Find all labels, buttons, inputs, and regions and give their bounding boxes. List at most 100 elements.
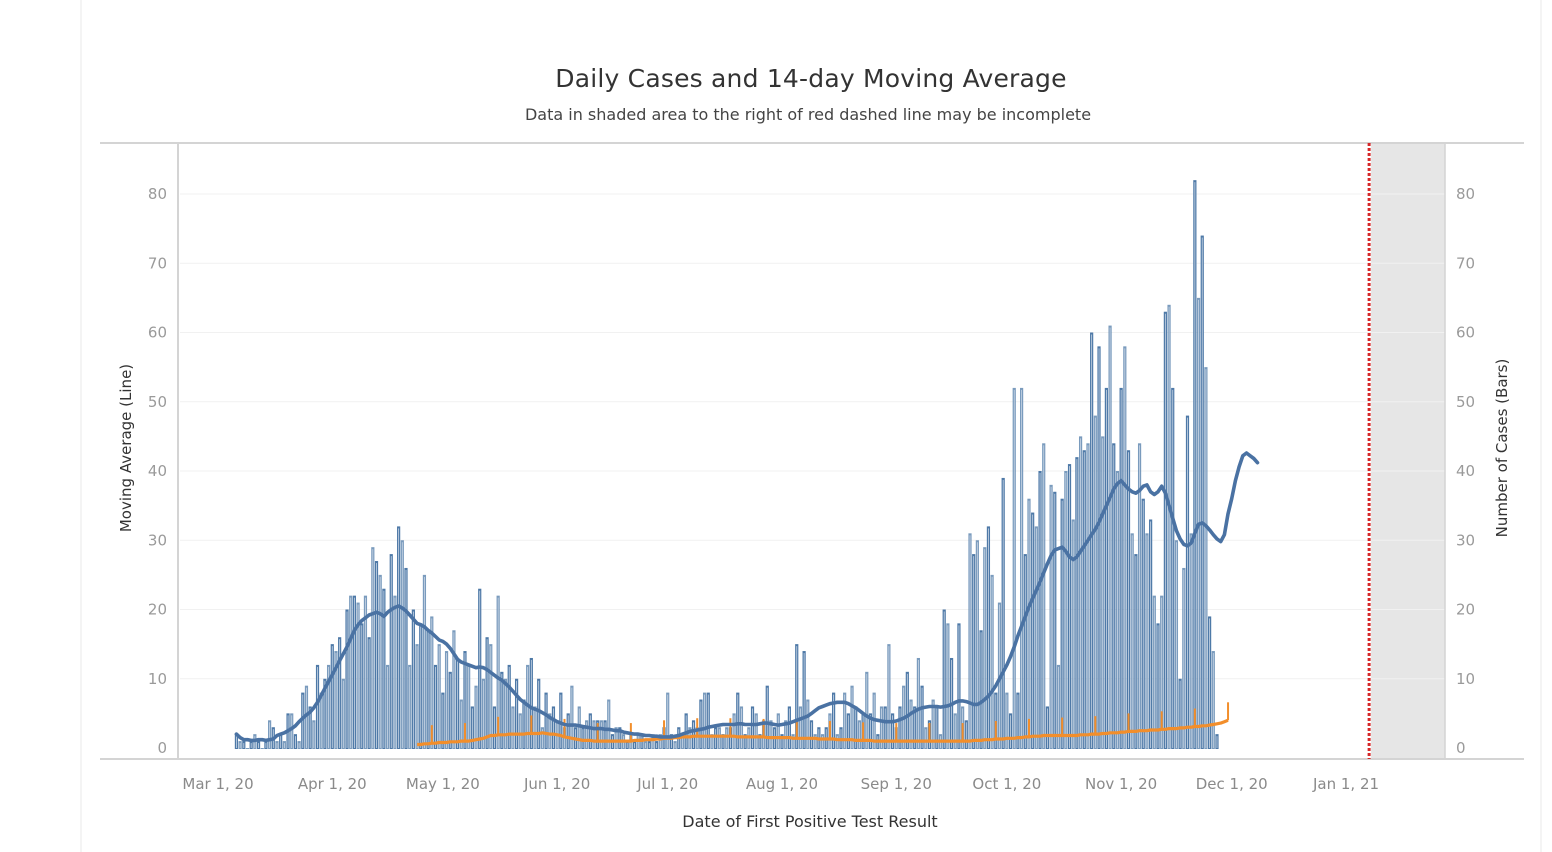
case-bar-highlight: [671, 736, 672, 748]
case-bar-highlight: [331, 646, 333, 748]
case-bar-highlight: [759, 736, 761, 748]
case-bar-highlight: [549, 715, 551, 748]
case-bar-highlight: [538, 680, 540, 748]
case-bar-highlight: [427, 632, 429, 748]
case-bar-highlight: [505, 680, 506, 748]
case-bar-highlight: [980, 632, 982, 748]
case-bar-highlight: [379, 576, 381, 748]
case-bar-highlight: [744, 736, 746, 748]
y-right-tick-label: 10: [1456, 670, 1475, 688]
y-axis-left-title: Moving Average (Line): [117, 364, 135, 532]
case-bar-highlight: [822, 736, 823, 748]
case-bar-highlight: [357, 604, 359, 748]
case-bar-highlight: [508, 666, 510, 748]
case-bar-highlight: [530, 659, 532, 748]
case-bar-highlight: [475, 687, 477, 748]
y-right-tick-label: 20: [1456, 601, 1475, 619]
case-bar-highlight: [1076, 459, 1078, 748]
case-bar-highlight: [1032, 514, 1034, 748]
case-bar-highlight: [1194, 182, 1196, 748]
moving-average-line: [234, 451, 1260, 743]
case-bar-highlight: [1142, 500, 1144, 748]
case-bar-highlight: [438, 646, 440, 748]
case-bar-highlight: [656, 743, 658, 748]
y-right-tick-label: 60: [1456, 324, 1475, 342]
case-bar-highlight: [280, 736, 282, 748]
case-bar-highlight: [969, 535, 971, 748]
case-bar-highlight: [870, 715, 871, 748]
case-bar-highlight: [645, 743, 647, 748]
secondary-line-group: [417, 702, 1230, 747]
case-bar-highlight: [1168, 306, 1170, 748]
case-bar-highlight: [269, 722, 271, 748]
gridlines: [180, 193, 1445, 680]
case-bar-highlight: [483, 680, 484, 748]
case-bar-highlight: [516, 680, 517, 748]
case-bar-highlight: [833, 694, 835, 748]
case-bar-highlight: [387, 666, 388, 748]
case-bar-highlight: [593, 722, 595, 748]
case-bar-highlight: [1157, 625, 1159, 748]
case-bar-highlight: [553, 708, 554, 748]
case-bar-highlight: [608, 701, 610, 748]
case-bar-highlight: [899, 708, 901, 748]
y-axis-right: 0 10 20 30 40 50 60 70 80: [1456, 185, 1475, 757]
case-bar-highlight: [755, 715, 757, 748]
case-bar-highlight: [578, 708, 580, 748]
case-bar-highlight: [988, 528, 989, 748]
case-bar-highlight: [737, 694, 739, 748]
case-bar-highlight: [453, 632, 455, 748]
case-bar-highlight: [353, 597, 355, 748]
case-bar-highlight: [457, 659, 459, 748]
case-bar-highlight: [715, 729, 717, 748]
page-left-border: [80, 0, 82, 852]
case-bar-highlight: [1128, 452, 1129, 748]
case-bar-highlight: [1054, 493, 1056, 748]
case-bar-highlight: [339, 639, 341, 748]
moving-average-line-group: [234, 451, 1260, 743]
case-bar-highlight: [704, 694, 705, 748]
case-bar-highlight: [401, 542, 403, 748]
case-bar-highlight: [991, 576, 993, 748]
case-bar-highlight: [545, 694, 547, 748]
case-bar-highlight: [836, 736, 838, 748]
case-bar-highlight: [416, 646, 418, 748]
case-bar-highlight: [866, 673, 868, 748]
case-bar-highlight: [295, 736, 296, 748]
case-bar-highlight: [1013, 389, 1015, 748]
x-axis-title: Date of First Positive Test Result: [682, 812, 937, 831]
case-bar-highlight: [1050, 486, 1052, 748]
case-bar: [245, 748, 250, 749]
case-bar-highlight: [807, 701, 809, 748]
case-bar-highlight: [298, 743, 300, 748]
case-bar-highlight: [1017, 694, 1019, 748]
case-bar-highlight: [1091, 334, 1093, 748]
case-bar-highlight: [729, 729, 731, 748]
case-bar-highlight: [800, 708, 801, 748]
case-bar-highlight: [398, 528, 400, 748]
y-right-tick-label: 40: [1456, 462, 1475, 480]
case-bar-highlight: [328, 666, 329, 748]
case-bar-highlight: [372, 549, 374, 748]
case-bar-highlight: [283, 743, 285, 748]
case-bar-highlight: [497, 597, 499, 748]
case-bar-highlight: [424, 576, 425, 748]
case-bar-highlight: [335, 653, 337, 748]
case-bar-highlight: [973, 556, 975, 748]
case-bar-highlight: [752, 708, 753, 748]
case-bar-highlight: [1120, 389, 1122, 748]
case-bar-highlight: [707, 694, 709, 748]
case-bar-highlight: [1201, 237, 1203, 749]
case-bar-highlight: [847, 715, 849, 748]
case-bar-highlight: [564, 729, 565, 748]
case-bar-highlight: [412, 611, 414, 748]
case-bar-highlight: [1205, 369, 1207, 748]
chart-title: Daily Cases and 14-day Moving Average: [555, 64, 1067, 93]
case-bar-highlight: [368, 639, 370, 748]
case-bar-highlight: [722, 736, 724, 748]
case-bar-highlight: [932, 701, 934, 748]
case-bar-highlight: [435, 666, 436, 748]
x-tick-label: Apr 1, 20: [298, 775, 367, 793]
case-bar-highlight: [1124, 348, 1126, 748]
